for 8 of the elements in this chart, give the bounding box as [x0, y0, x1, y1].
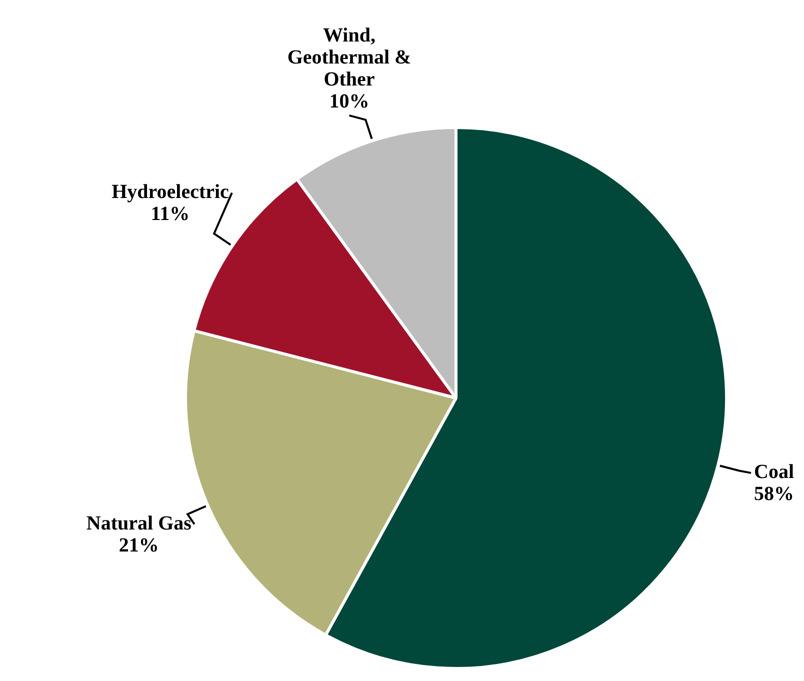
data-label: 58%: [754, 483, 794, 506]
data-label: 11%: [150, 202, 190, 225]
data-label: 10%: [329, 90, 370, 113]
slice-label: Natural Gas: [86, 512, 192, 534]
slice-label: Wind, Geothermal & Other: [287, 24, 412, 91]
data-label: 21%: [118, 534, 159, 556]
slice-label: Coal: [754, 461, 794, 484]
slice-label: Hydroelectric: [112, 180, 230, 203]
